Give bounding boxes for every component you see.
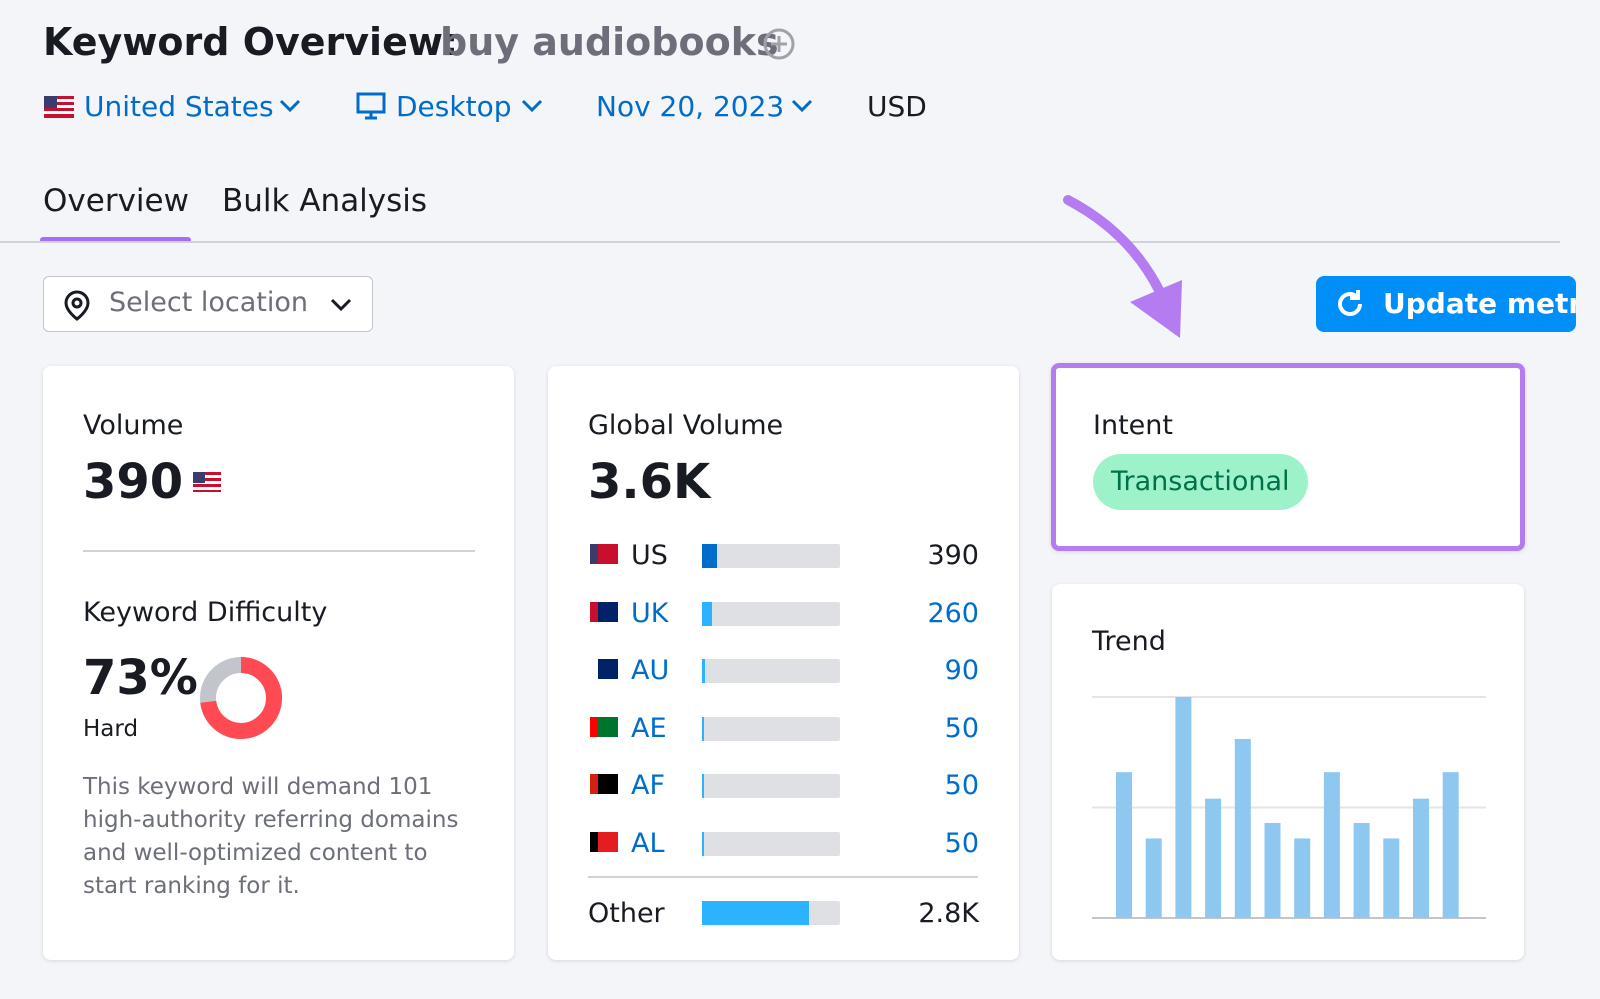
trend-chart [1092, 696, 1486, 919]
country-value: 50 [944, 770, 979, 801]
country-flag [590, 716, 618, 737]
us-flag [193, 472, 221, 492]
country-code: US [631, 540, 668, 571]
country-flag [590, 831, 618, 852]
country-flag [590, 601, 618, 622]
chevron [330, 298, 352, 312]
difficulty-description: This keyword will demand 101 high-author… [83, 774, 459, 899]
database-select[interactable]: United States [84, 90, 274, 123]
trend-bar [1353, 822, 1370, 918]
trend-title: Trend [1092, 626, 1166, 657]
trend-bar [1413, 798, 1429, 918]
country-bar [702, 716, 704, 741]
country-flag [590, 659, 618, 679]
location-select[interactable]: Select location [43, 276, 373, 332]
global-volume-title: Global Volume [588, 410, 784, 441]
bar-track [702, 544, 840, 568]
arrow-annotation [1063, 195, 1182, 338]
bar-track [702, 716, 840, 741]
country-value: 50 [944, 712, 979, 744]
bar-track [702, 774, 840, 798]
country-value: 50 [944, 827, 979, 859]
refresh-icon [1338, 290, 1362, 316]
pin-icon [64, 290, 90, 321]
country-value: 90 [944, 655, 979, 686]
trend-bar [1264, 822, 1281, 918]
difficulty-title: Keyword Difficulty [83, 597, 328, 628]
chevron [791, 99, 813, 113]
tab-indicator [40, 237, 191, 243]
trend-bar [1234, 738, 1251, 918]
trend-bar [1175, 697, 1192, 918]
keyword: buy audiobooks [440, 20, 779, 64]
trend-bar [1145, 838, 1162, 918]
desktop-icon [356, 92, 386, 120]
bar-track [702, 831, 840, 856]
intent-card: Intent Transactional [1051, 363, 1525, 551]
bar-track [702, 659, 840, 683]
country-value: 260 [927, 597, 979, 629]
trend-bar [1442, 772, 1459, 918]
divider [0, 241, 1560, 243]
divider [83, 550, 475, 552]
difficulty-value: 73% [83, 650, 198, 706]
difficulty-donut [200, 657, 282, 739]
intent-badge: Transactional [1093, 454, 1308, 510]
volume-value: 390 [83, 454, 184, 510]
country-flag [590, 774, 618, 794]
other-bar [702, 901, 810, 925]
difficulty-level: Hard [83, 716, 139, 742]
country-code: AF [631, 770, 666, 801]
chevron [521, 99, 543, 113]
country-code: AL [631, 827, 665, 859]
country-code: UK [631, 597, 669, 629]
other-value: 2.8K [918, 898, 979, 929]
location-placeholder: Select location [109, 287, 309, 318]
country-bar [702, 601, 712, 626]
tab-bulk[interactable]: Bulk Analysis [222, 183, 428, 219]
trend-bar [1383, 838, 1400, 918]
update-button[interactable]: Update metr [1316, 276, 1576, 332]
trend-card: Trend [1052, 584, 1524, 960]
country-bar [702, 659, 706, 683]
device-select[interactable]: Desktop [396, 90, 512, 123]
update-label: Update metr [1383, 287, 1576, 320]
chevron [279, 99, 301, 113]
difficulty-arc [200, 657, 282, 739]
country-value: 390 [927, 540, 979, 571]
country-bar [702, 544, 717, 568]
global-volume-value: 3.6K [588, 454, 711, 510]
country-code: AU [631, 655, 670, 686]
us-flag [44, 96, 74, 118]
volume-card: Volume 390 Keyword Difficulty 73% Hard T… [43, 366, 514, 960]
country-bar [702, 831, 704, 856]
trend-bar [1205, 798, 1222, 918]
trend-bar [1116, 772, 1132, 918]
date-select[interactable]: Nov 20, 2023 [596, 90, 785, 123]
trend-bar [1294, 838, 1311, 918]
country-code: AE [631, 712, 667, 744]
tab-overview[interactable]: Overview [43, 183, 189, 219]
bar-track [702, 601, 840, 626]
other-label: Other [588, 898, 665, 929]
volume-title: Volume [83, 410, 184, 441]
country-bar [702, 774, 704, 798]
global-volume-card: Global Volume 3.6K Other 2.8K US 390 UK 260… [548, 366, 1019, 960]
intent-title: Intent [1093, 410, 1173, 441]
add-icon[interactable] [762, 27, 796, 61]
country-flag [590, 544, 618, 564]
divider [588, 876, 978, 878]
page-title: Keyword Overview: [43, 20, 459, 64]
currency: USD [867, 90, 927, 123]
trend-bar [1323, 772, 1340, 918]
